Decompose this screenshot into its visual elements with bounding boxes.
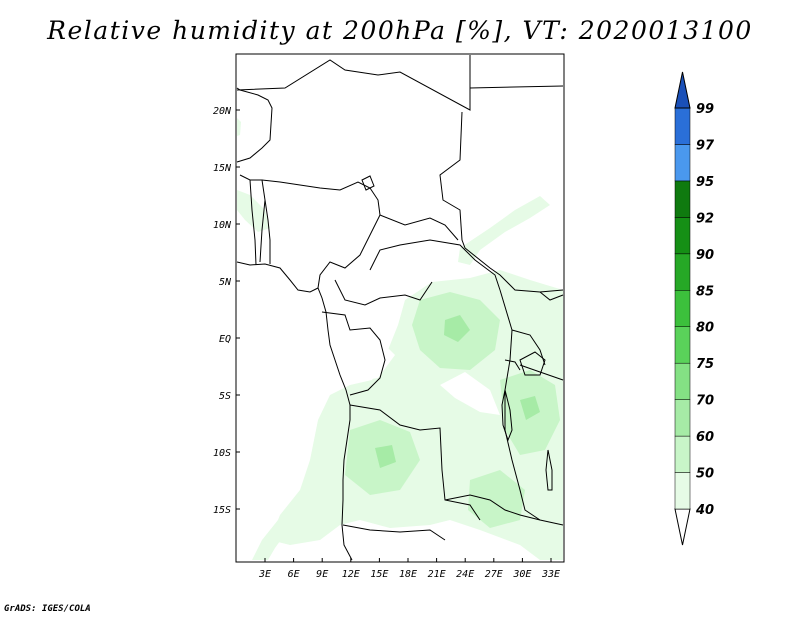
colorbar-label: 75 (696, 357, 714, 372)
colorbar-segment (674, 217, 691, 255)
border-kenya (539, 291, 564, 301)
lake-malawi (545, 449, 553, 491)
colorbar-segment (674, 399, 691, 437)
lat-tick-label: 20N (213, 106, 232, 117)
colorbar-arrow-bottom (674, 508, 691, 546)
lon-tick-label: 30E (512, 569, 531, 580)
latitude-axis: 20N 15N 10N 5N EQ 5S 10S 15S (213, 106, 240, 516)
lon-tick-label: 27E (485, 569, 503, 580)
lon-tick-label: 18E (399, 569, 417, 580)
lon-tick-label: 9E (316, 569, 328, 580)
humidity-patch-70 (520, 396, 540, 420)
colorbar-label: 70 (696, 394, 714, 409)
lat-tick-label: 15S (213, 505, 231, 516)
border-car (369, 239, 501, 291)
lat-tick-label: 5S (219, 391, 231, 402)
dry-gap (350, 340, 395, 382)
border-nigeria-cameroon (317, 214, 381, 289)
colorbar-label: 95 (696, 175, 714, 190)
colorbar-label: 92 (696, 211, 714, 226)
lake-tanganyika (501, 389, 513, 442)
humidity-patch-70 (375, 445, 396, 468)
lake-victoria (519, 351, 546, 376)
humidity-band-southwest (252, 505, 300, 560)
lat-tick-label: EQ (219, 334, 231, 345)
lon-tick-label: 6E (288, 569, 300, 580)
border-angola (349, 404, 481, 521)
longitude-axis: 3E 6E 9E 12E 15E 18E 21E 24E 27E 30E 33E (258, 558, 560, 580)
colorbar-label: 90 (696, 248, 714, 263)
humidity-shading (237, 118, 563, 560)
border-niger-nigeria (261, 179, 381, 216)
lake-chad (361, 175, 375, 191)
colorbar: 40 50 60 70 75 80 85 90 92 95 97 99 (674, 71, 715, 546)
border-rwanda (504, 359, 521, 371)
lon-tick-label: 21E (428, 569, 446, 580)
country-borders (236, 55, 564, 561)
credit-label: GrADS: IGES/COLA (4, 604, 91, 614)
lon-tick-label: 33E (541, 569, 560, 580)
border-gabon (321, 311, 386, 396)
border-zambia (444, 494, 564, 526)
colorbar-segment (674, 144, 691, 182)
lon-tick-label: 15E (370, 569, 388, 580)
coastline-west (236, 87, 273, 163)
colorbar-segment (674, 290, 691, 327)
humidity-band-north (458, 196, 550, 265)
humidity-patch-70 (444, 315, 470, 342)
colorbar-segment (674, 362, 691, 400)
lon-tick-label: 12E (342, 569, 360, 580)
colorbar-segment (674, 107, 691, 145)
border-sahara (236, 55, 471, 111)
colorbar-segment (674, 253, 691, 291)
colorbar-segment (674, 472, 691, 510)
colorbar-segment (674, 435, 691, 473)
dry-gap (440, 372, 500, 415)
border-chad-north (469, 85, 564, 89)
border-sudan (439, 111, 564, 293)
colorbar-segment (674, 326, 691, 364)
lat-tick-label: 10N (213, 220, 232, 231)
map-title: Relative humidity at 200hPa [%], VT: 202… (47, 16, 753, 45)
humidity-area-westcoast (237, 190, 270, 232)
humidity-area-west-edge (237, 118, 241, 136)
colorbar-arrow-top (674, 71, 691, 109)
border-congo (334, 279, 433, 306)
lat-tick-label: 10S (213, 448, 231, 459)
coastline-guinea (236, 261, 353, 561)
border-westafrica (239, 174, 266, 263)
map-frame (235, 53, 565, 563)
lat-tick-label: 5N (219, 277, 232, 288)
lat-tick-label: 15N (213, 163, 232, 174)
colorbar-label: 80 (696, 321, 714, 336)
border-ghana (249, 179, 257, 266)
lon-tick-label: 24E (456, 569, 474, 580)
border-tanzania (519, 364, 564, 381)
humidity-patch-60 (468, 470, 525, 528)
border-angola-south (342, 524, 446, 541)
colorbar-segment (674, 180, 691, 218)
lon-tick-label: 3E (258, 569, 271, 580)
colorbar-label: 40 (695, 503, 714, 518)
colorbar-label: 97 (696, 138, 715, 153)
border-chad (379, 214, 459, 241)
colorbar-label: 99 (696, 102, 714, 117)
border-benin (264, 199, 271, 264)
colorbar-label: 60 (696, 430, 714, 445)
colorbar-label: 50 (696, 467, 714, 482)
colorbar-label: 85 (696, 284, 714, 299)
